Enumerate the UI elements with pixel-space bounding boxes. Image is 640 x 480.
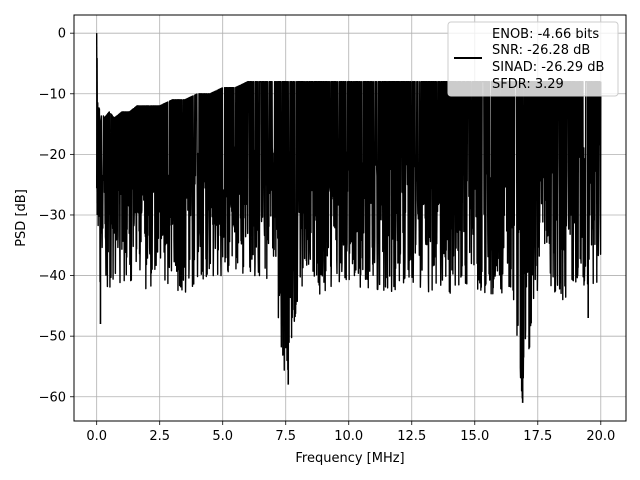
legend-line-enob: ENOB: -4.66 bits [492,27,599,42]
x-tick-label: 20.0 [586,429,615,444]
x-tick-label: 12.5 [397,429,426,444]
legend-line-snr: SNR: -26.28 dB [492,43,590,58]
y-tick-label: −20 [39,148,66,163]
legend-line-sinad: SINAD: -26.29 dB [492,60,604,75]
legend-line-sfdr: SFDR: 3.29 [492,77,564,92]
y-tick-label: −40 [39,269,66,284]
x-tick-label: 17.5 [523,429,552,444]
psd-trace-group [95,33,602,403]
psd-trace [95,57,602,399]
legend-box [447,21,619,97]
x-tick-label: 7.5 [275,429,296,444]
y-ticks: 0 −10 −20 −30 −40 −50 −60 [39,27,74,405]
x-ticks: 0.0 2.5 5.0 7.5 10.0 12.5 15.0 17.5 20.0 [86,421,615,444]
x-axis-label: Frequency [MHz] [295,451,404,466]
x-tick-label: 15.0 [460,429,489,444]
y-tick-label: −50 [39,330,66,345]
legend: ENOB: -4.66 bits SNR: -26.28 dB SINAD: -… [447,21,619,97]
x-tick-label: 5.0 [212,429,233,444]
y-tick-label: −30 [39,208,66,223]
x-tick-label: 10.0 [334,429,363,444]
y-tick-label: −60 [39,390,66,405]
y-axis-label: PSD [dB] [14,189,29,247]
plot-frame [73,14,627,422]
y-tick-label: −10 [39,87,66,102]
x-tick-label: 2.5 [149,429,170,444]
dc-peak [95,33,98,215]
y-tick-label: 0 [58,27,66,42]
x-tick-label: 0.0 [86,429,107,444]
